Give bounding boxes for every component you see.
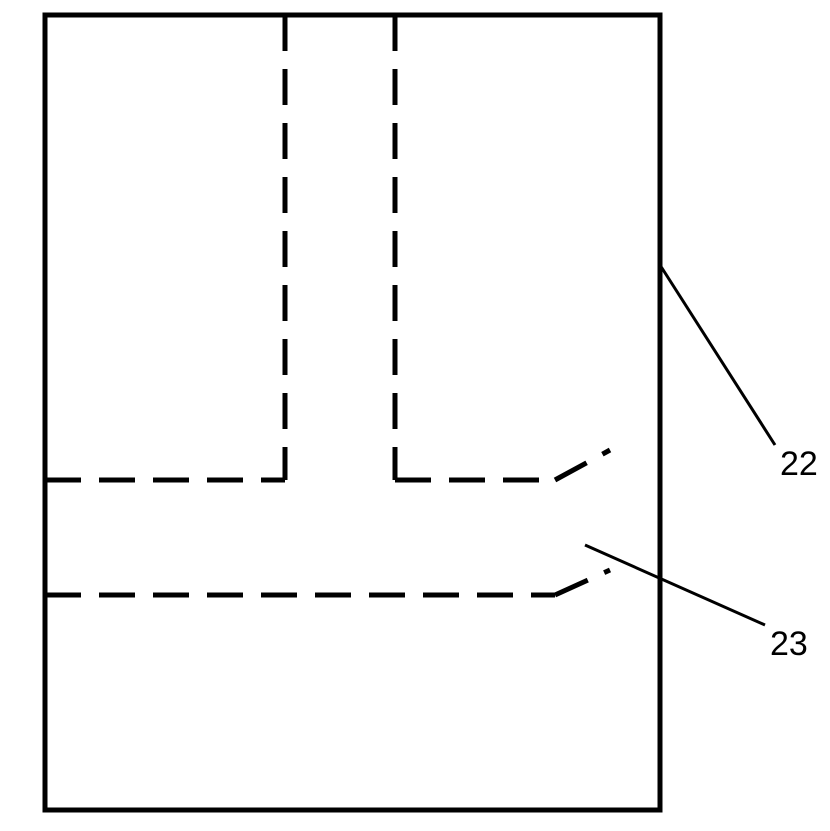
label-23: 23 [770,625,808,663]
outer-rect [45,15,660,810]
leader-23 [585,545,765,625]
leader-22 [660,265,775,445]
label-22: 22 [780,445,818,483]
dashed-right-bot-diag [555,570,610,595]
t-channel-dashed [45,15,610,595]
dashed-right-top-diag [555,450,610,480]
